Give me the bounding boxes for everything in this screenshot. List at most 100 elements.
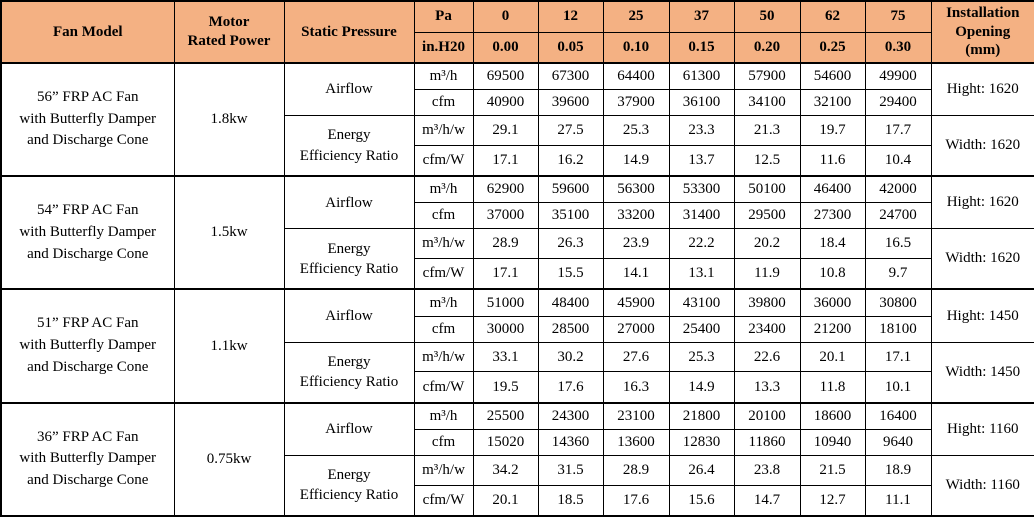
installation-hight-cell: Hight: 1620 [930, 62, 1034, 117]
value-cell: 62900 [472, 175, 539, 204]
spec-row: cfm/W 19.5 17.6 16.3 14.9 13.3 11.8 10.1 [1, 371, 1034, 404]
spec-row: cfm 30000 28500 27000 25400 23400 21200 18100 [1, 315, 1034, 343]
header-pa-value: 75 [864, 0, 932, 33]
value-cell: 14.9 [602, 145, 670, 177]
value-cell: 9640 [864, 428, 932, 456]
spec-row: 36” FRP AC Fan with Butterfly Damper and D… [0, 401, 1034, 517]
value-cell: 14.1 [602, 258, 670, 290]
value-cell: 29400 [864, 89, 932, 117]
unit-cell: m³/h/w [413, 115, 474, 146]
header-inh2o-label: in.H20 [413, 31, 474, 64]
fan-model-cell: 56” FRP AC Fan with Butterfly Damper and D… [0, 61, 175, 177]
eer-label-cell-line: Efficiency Ratio [299, 260, 399, 277]
value-cell: 24700 [864, 202, 932, 230]
table-header: Fan Model Motor Rated Power Static Press… [0, 0, 1034, 64]
value-cell: 48400 [537, 288, 604, 317]
fan-model-cell-line: and Discharge Cone [27, 132, 149, 149]
unit-cell: cfm [413, 428, 474, 456]
value-cell: 11.9 [733, 258, 801, 290]
value-cell: 30800 [864, 288, 932, 317]
fan-model-cell-line: 51” FRP AC Fan [36, 315, 139, 332]
value-cell: 22.2 [668, 228, 735, 260]
value-cell: 31400 [668, 202, 735, 230]
value-cell: 64400 [602, 62, 670, 91]
value-cell: 28.9 [602, 454, 670, 486]
value-cell: 28500 [537, 315, 604, 343]
header-static-pressure: Static Pressure [283, 0, 415, 64]
value-cell: 14.7 [733, 484, 801, 517]
header-fan-model: Fan Model [0, 0, 175, 64]
value-cell: 29.1 [472, 115, 539, 146]
value-cell: 25.3 [602, 115, 670, 146]
value-cell: 40900 [472, 89, 539, 117]
eer-label-cell: Energy Efficiency Ratio [283, 228, 415, 290]
motor-power-cell: 1.1kw [173, 288, 285, 404]
header-row-inh2o: in.H20 0.00 0.05 0.10 0.15 0.20 0.25 0.3… [1, 31, 1034, 64]
installation-width-cell: Width: 1160 [930, 454, 1034, 517]
value-cell: 15020 [472, 428, 539, 456]
value-cell: 27300 [799, 202, 866, 230]
value-cell: 15.6 [668, 484, 735, 517]
fan-model-cell-line: and Discharge Cone [27, 245, 149, 262]
value-cell: 43100 [668, 288, 735, 317]
installation-hight-cell: Hight: 1160 [930, 401, 1034, 456]
eer-label-cell: Energy Efficiency Ratio [283, 115, 415, 177]
value-cell: 30000 [472, 315, 539, 343]
fan-model-cell: 36” FRP AC Fan with Butterfly Damper and D… [0, 401, 175, 517]
unit-cell: m³/h/w [413, 228, 474, 260]
header-motor-line-2: Rated Power [187, 33, 271, 49]
unit-cell: m³/h [413, 175, 474, 204]
value-cell: 11.8 [799, 371, 866, 404]
value-cell: 23100 [602, 401, 670, 430]
value-cell: 9.7 [864, 258, 932, 290]
header-row-pa: Fan Model Motor Rated Power Static Press… [0, 0, 1034, 64]
value-cell: 21.3 [733, 115, 801, 146]
fan-model-cell-line: with Butterfly Damper [19, 223, 157, 240]
fan-model-cell-line: and Discharge Cone [27, 472, 149, 489]
value-cell: 51000 [472, 288, 539, 317]
unit-cell: cfm [413, 89, 474, 117]
value-cell: 37900 [602, 89, 670, 117]
eer-label-cell-line: Efficiency Ratio [299, 374, 399, 391]
value-cell: 12830 [668, 428, 735, 456]
value-cell: 13600 [602, 428, 670, 456]
airflow-label-cell: Airflow [283, 175, 415, 230]
value-cell: 31.5 [537, 454, 604, 486]
airflow-label-cell: Airflow [283, 401, 415, 456]
airflow-label-cell: Airflow [283, 288, 415, 343]
value-cell: 24300 [537, 401, 604, 430]
value-cell: 16.5 [864, 228, 932, 260]
value-cell: 25.3 [668, 341, 735, 373]
value-cell: 13.1 [668, 258, 735, 290]
header-pa-value: 37 [668, 0, 735, 33]
value-cell: 13.7 [668, 145, 735, 177]
value-cell: 21.5 [799, 454, 866, 486]
value-cell: 23.3 [668, 115, 735, 146]
spec-row: 56” FRP AC Fan with Butterfly Damper and D… [0, 61, 1034, 177]
installation-width-cell: Width: 1450 [930, 341, 1034, 404]
motor-power-cell: 1.5kw [173, 175, 285, 290]
value-cell: 16.3 [602, 371, 670, 404]
header-inh2o-value: 0.20 [733, 31, 801, 64]
fan-model-cell-line: with Butterfly Damper [19, 110, 157, 127]
header-installation-line-3: (mm) [965, 42, 1001, 59]
value-cell: 16400 [864, 401, 932, 430]
value-cell: 59600 [537, 175, 604, 204]
spec-row: 51” FRP AC Fan with Butterfly Damper and D… [0, 288, 1034, 404]
spec-row: cfm 15020 14360 13600 12830 11860 10940 9640 [1, 428, 1034, 456]
spec-row: Energy Efficiency Ratio m³/h/w 34.2 31.5 28.9… [1, 454, 1034, 517]
fan-model-cell: 51” FRP AC Fan with Butterfly Damper and D… [0, 288, 175, 404]
unit-cell: m³/h/w [413, 341, 474, 373]
value-cell: 10.4 [864, 145, 932, 177]
value-cell: 49900 [864, 62, 932, 91]
eer-label-cell-line: Energy [327, 467, 371, 484]
spec-row: cfm 37000 35100 33200 31400 29500 27300 24700 [1, 202, 1034, 230]
unit-cell: cfm/W [413, 371, 474, 404]
value-cell: 17.1 [864, 341, 932, 373]
value-cell: 18600 [799, 401, 866, 430]
header-inh2o-value: 0.25 [799, 31, 866, 64]
spec-row: Energy Efficiency Ratio m³/h/w 28.9 26.3 23.9… [1, 228, 1034, 290]
header-pa-label: Pa [413, 0, 474, 33]
value-cell: 17.6 [602, 484, 670, 517]
